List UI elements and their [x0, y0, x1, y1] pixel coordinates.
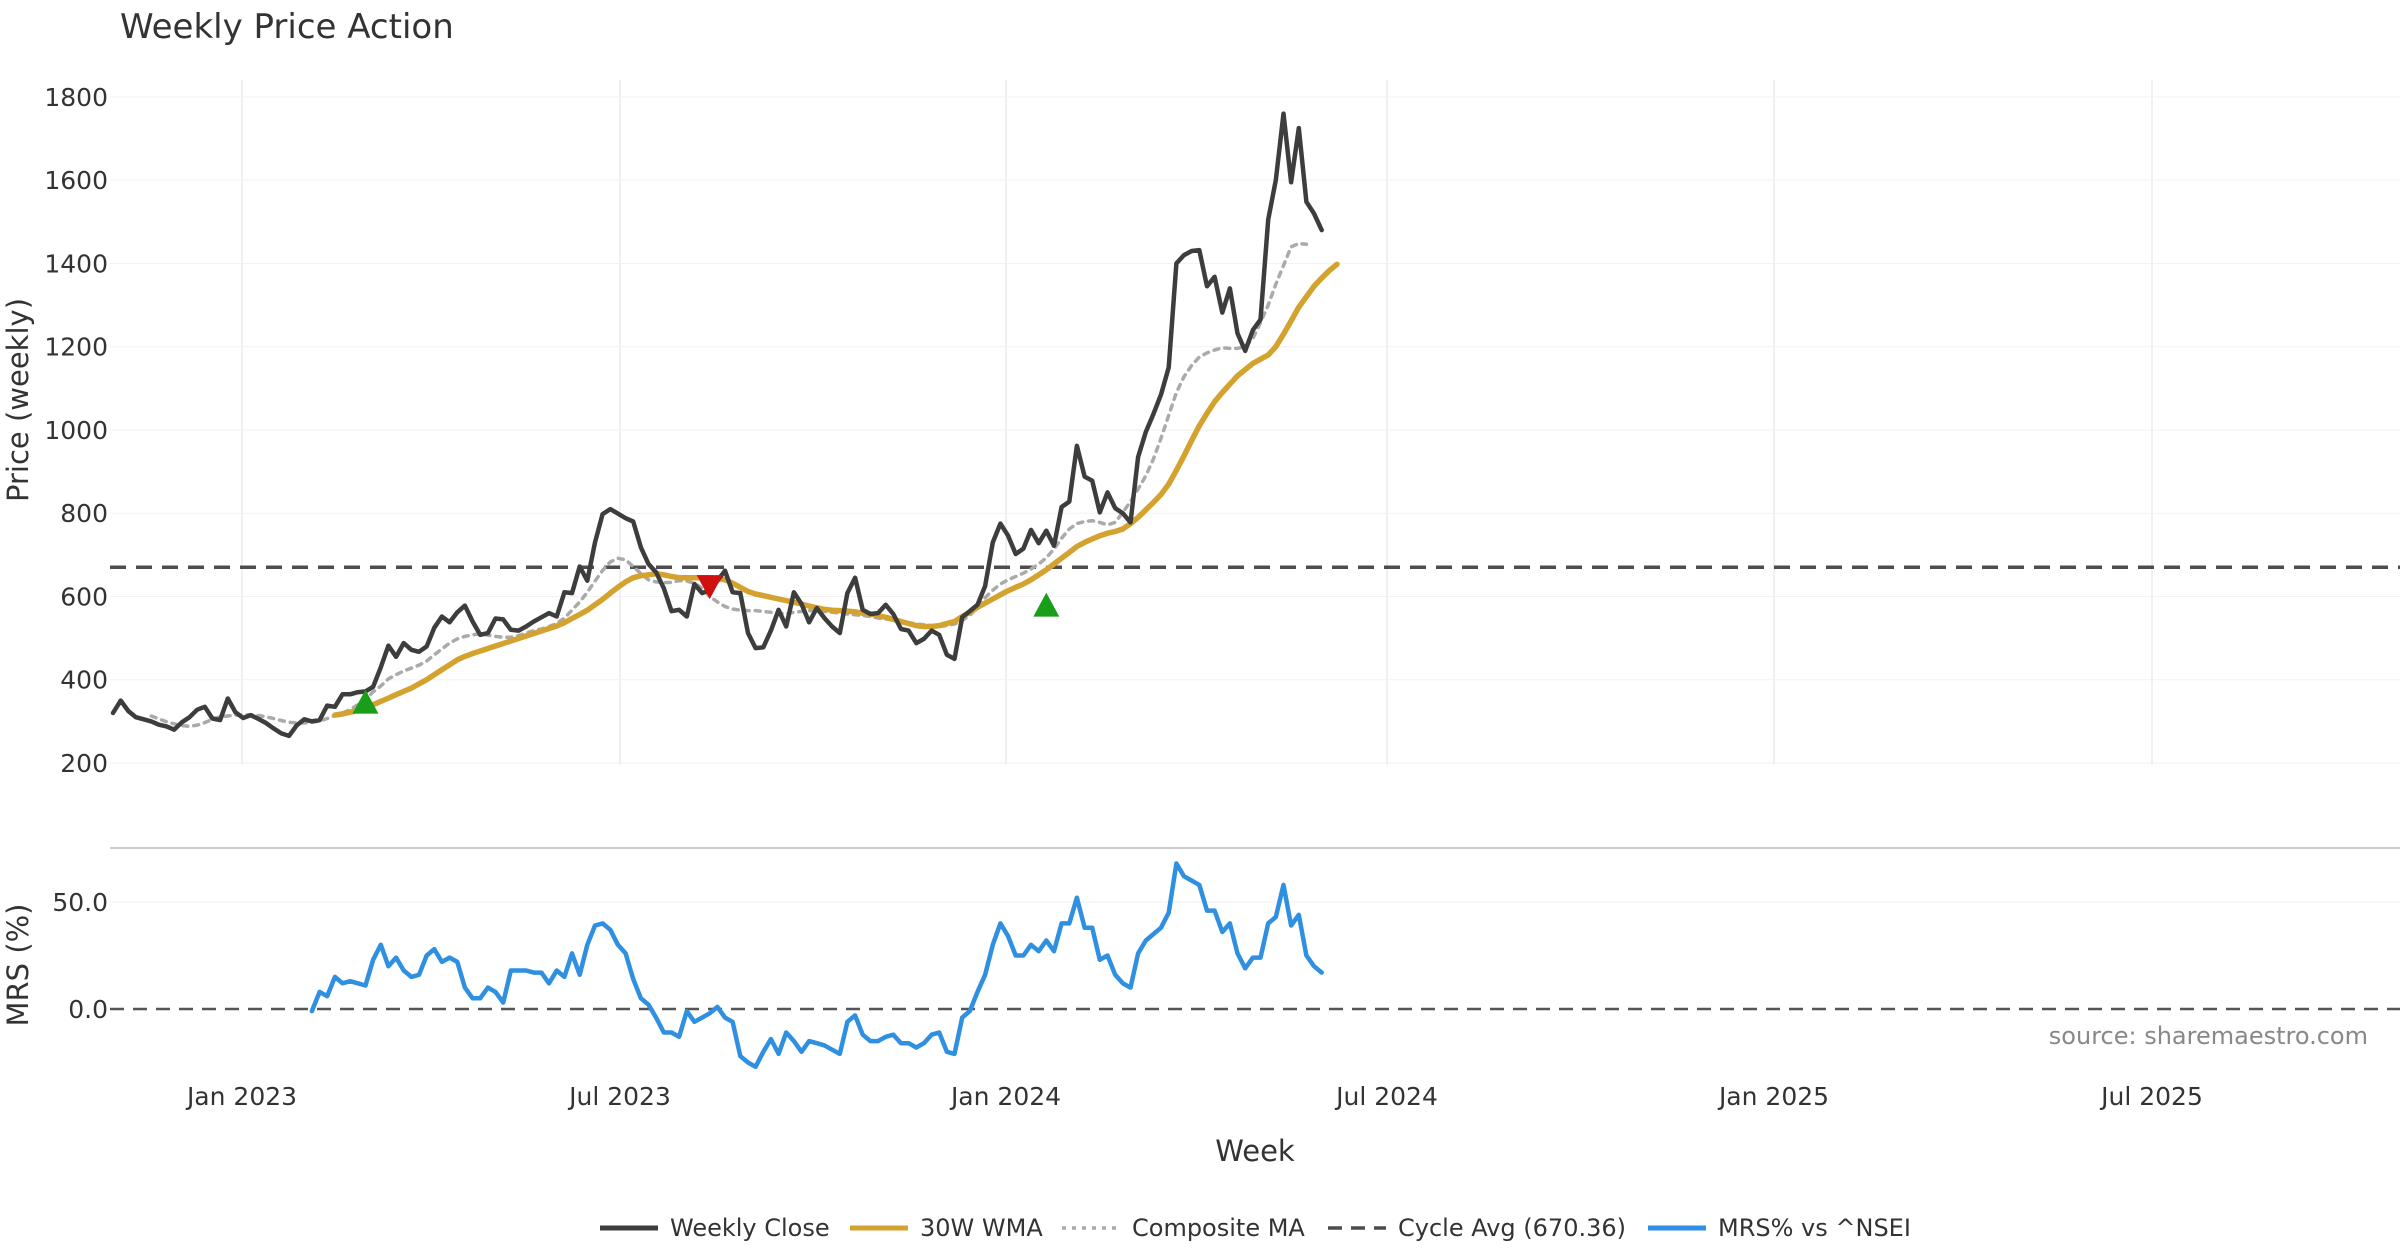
- buy-signal-marker: [1033, 592, 1060, 617]
- mrs-panel: 0.0 50.0: [52, 861, 2400, 1070]
- price-panel: 200 400 600 800 1000 1200 1400 1600 1800: [44, 80, 2400, 778]
- price-y-tick-label: 400: [60, 666, 108, 695]
- price-y-tick-label: 1400: [44, 249, 108, 278]
- price-y-tick-label: 1600: [44, 166, 108, 195]
- x-tick-label: Jul 2025: [2099, 1082, 2203, 1111]
- mrs-y-tick-label: 0.0: [68, 995, 108, 1024]
- sell-signal-marker: [696, 575, 723, 600]
- legend-label: Composite MA: [1132, 1214, 1305, 1242]
- weekly-close-line: [110, 111, 1324, 739]
- legend-label: Weekly Close: [670, 1214, 830, 1242]
- x-tick-label: Jan 2024: [949, 1082, 1061, 1111]
- price-y-tick-label: 200: [60, 749, 108, 778]
- price-y-axis-label: Price (weekly): [1, 298, 35, 502]
- legend-label: 30W WMA: [920, 1214, 1043, 1242]
- price-y-tick-label: 1800: [44, 83, 108, 112]
- price-y-tick-label: 1200: [44, 333, 108, 362]
- mrs-y-tick-label: 50.0: [52, 888, 108, 917]
- price-y-tick-label: 600: [60, 582, 108, 611]
- wma-30w-line: [332, 261, 1340, 718]
- x-tick-label: Jul 2024: [1334, 1082, 1438, 1111]
- legend-label: Cycle Avg (670.36): [1398, 1214, 1626, 1242]
- legend: Weekly Close 30W WMA Composite MA Cycle Avg…: [600, 1214, 1911, 1242]
- chart-title: Weekly Price Action: [120, 7, 454, 47]
- x-axis: Jan 2023 Jul 2023 Jan 2024 Jul 2024 Jan 2025…: [185, 1082, 2203, 1111]
- source-label: source: sharemaestro.com: [2049, 1022, 2368, 1050]
- mrs-line: [309, 861, 1324, 1070]
- x-tick-label: Jul 2023: [567, 1082, 671, 1111]
- price-y-tick-label: 1000: [44, 416, 108, 445]
- x-tick-label: Jan 2025: [1717, 1082, 1829, 1111]
- legend-label: MRS% vs ^NSEI: [1718, 1214, 1911, 1242]
- buy-signal-marker: [352, 689, 379, 714]
- x-tick-label: Jan 2023: [185, 1082, 297, 1111]
- price-y-tick-label: 800: [60, 499, 108, 528]
- mrs-y-axis-label: MRS (%): [1, 904, 35, 1027]
- x-axis-label: Week: [1215, 1134, 1295, 1168]
